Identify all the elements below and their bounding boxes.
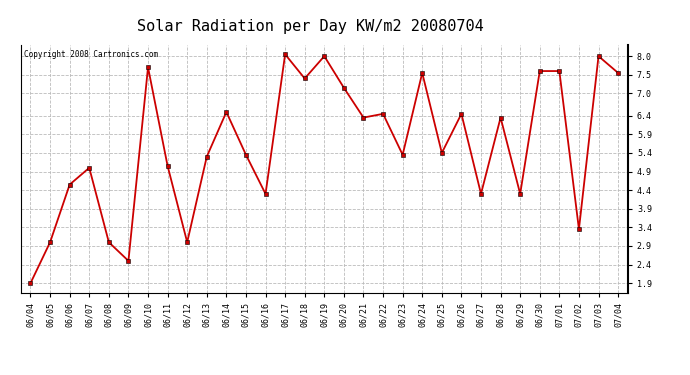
Text: Copyright 2008 Cartronics.com: Copyright 2008 Cartronics.com [23, 50, 158, 59]
Text: Solar Radiation per Day KW/m2 20080704: Solar Radiation per Day KW/m2 20080704 [137, 19, 484, 34]
